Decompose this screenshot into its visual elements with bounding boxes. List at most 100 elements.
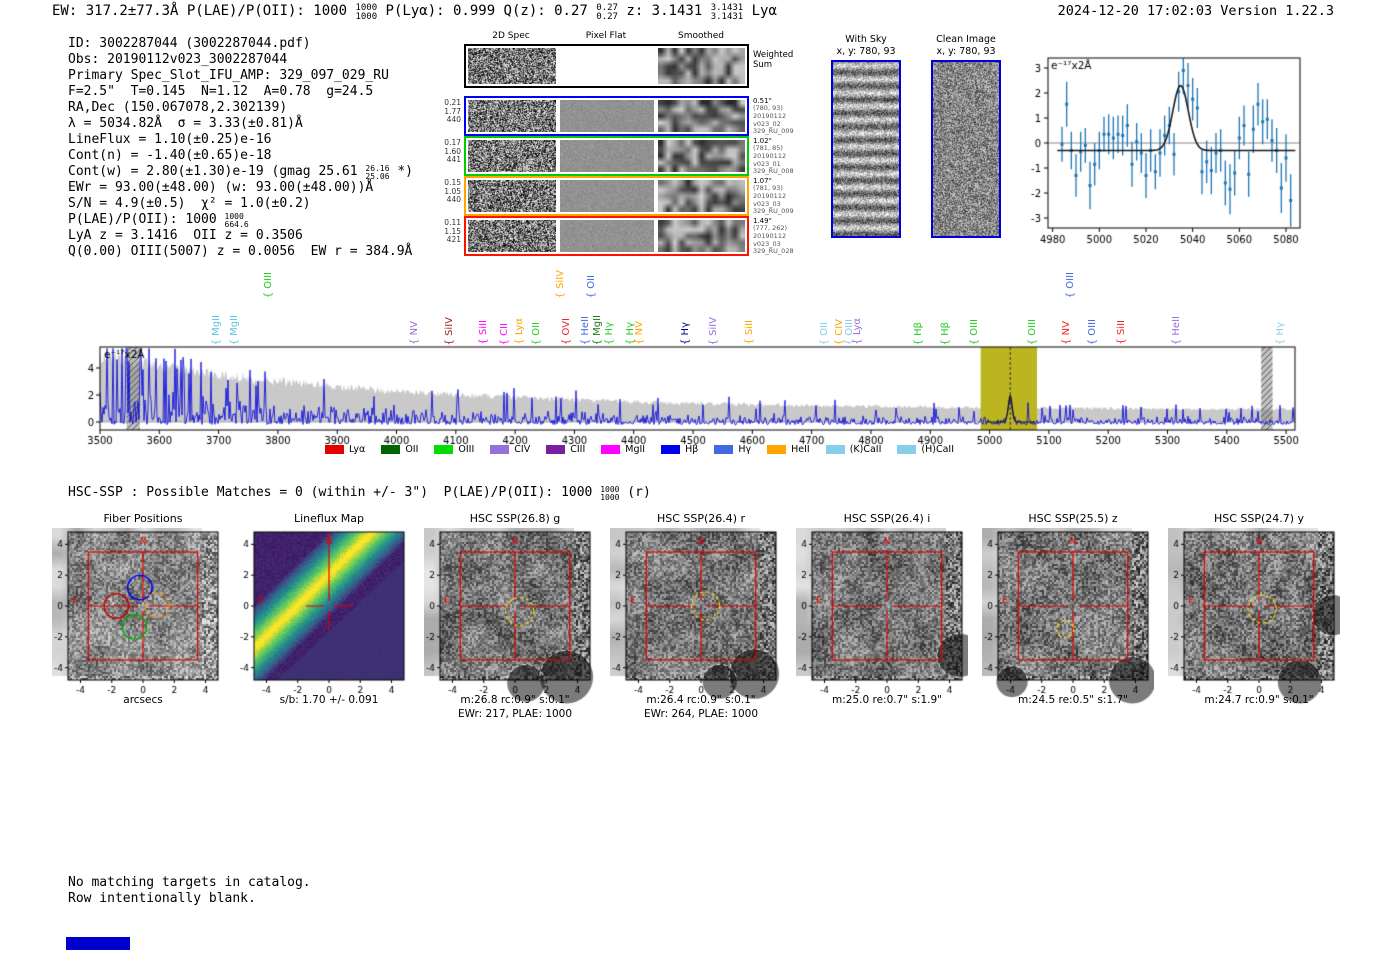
- legend-swatch: [601, 444, 621, 455]
- spec2d-left-value: 421: [446, 235, 461, 245]
- cutout-caption: m:26.8 rc:0.9" s:0.1" EWr: 217, PLAE: 100…: [418, 694, 612, 721]
- weighted-sum-label: Weighted Sum: [753, 50, 793, 70]
- stacked-fraction: 3.1431 3.1431: [710, 2, 744, 22]
- legend-item: OIII: [434, 444, 474, 455]
- info-line: S/N = 4.9(±0.5) χ² = 1.0(±0.2): [68, 196, 413, 212]
- spec2d-left-value: 0.15: [444, 178, 461, 187]
- legend-item: Hβ: [661, 444, 698, 455]
- cutout-caption-line: m:26.4 rc:0.9" s:0.1": [646, 694, 756, 706]
- emission-line-label: { SiIV: [707, 316, 719, 345]
- spec2d-noise-canvas: [468, 140, 556, 172]
- spec2d-right-value: 329_RU_009: [753, 207, 794, 216]
- spec2d-right-value: v023_03: [753, 239, 781, 248]
- footer-line-2: Row intentionally blank.: [68, 891, 256, 906]
- fraction-top: 26.16: [365, 163, 390, 173]
- text-segment: RA,Dec (150.067078,2.302139): [68, 100, 288, 115]
- spec2d-row-right-labels: 0.51" (780, 93) 20190112 v023_02 329_RU_009: [753, 97, 813, 136]
- legend-item: MgII: [601, 444, 645, 455]
- text-segment: F=2.5" T=0.145 N=1.12 A=0.78 g=24.5: [68, 84, 374, 99]
- legend-item: (K)CaII: [825, 444, 882, 455]
- weighted-sum-label-line: Weighted: [753, 50, 794, 60]
- cutout-caption-line: arcsecs: [123, 694, 163, 706]
- legend-label: CIV: [514, 444, 531, 455]
- cutout-caption-line: EWr: 264, PLAE: 1000: [643, 707, 759, 720]
- sky-panel-title: Clean Image x, y: 780, 93: [911, 34, 1021, 58]
- spec2d-right-value: 20190112: [753, 151, 787, 160]
- spec2d-right-value: 20190112: [753, 111, 787, 120]
- cutout-caption-line: s/b: 1.70 +/- 0.091: [279, 694, 379, 706]
- emission-line-label: { CII: [499, 322, 511, 345]
- spec2d-column-header: 2D Spec: [492, 31, 530, 41]
- emission-line-label: { OIII: [969, 318, 981, 345]
- legend-label: (K)CaII: [849, 444, 882, 455]
- spec2d-left-value: 1.15: [444, 226, 461, 236]
- emission-line-label: { Hβ: [913, 321, 924, 345]
- spec2d-row-right-labels: 1.07" (781, 93) 20190112 v023_03 329_RU_009: [753, 177, 813, 216]
- sky-panel-title-line: Clean Image: [936, 34, 996, 45]
- fraction-top: 3.1431: [710, 2, 744, 13]
- text-segment: Cont(w) = 2.80(±1.30)e-19 (gmag 25.61: [68, 164, 366, 179]
- spec2d-smoothed-canvas: [658, 220, 745, 252]
- text-segment: P(LAE)/P(OII): 1000: [68, 212, 225, 227]
- spec2d-row-right-labels: 1.02" (781, 85) 20190112 v023_01 329_RU_008: [753, 137, 813, 176]
- cutout-panel-title: HSC SSP(26.8) g: [469, 512, 561, 525]
- info-line: Primary Spec_Slot_IFU_AMP: 329_097_029_R…: [68, 68, 413, 84]
- legend-swatch: [325, 444, 344, 455]
- emission-line-label: { OVI: [560, 317, 572, 345]
- legend-swatch: [714, 444, 734, 455]
- legend-label: Lyα: [349, 444, 366, 455]
- spec2d-left-value: 440: [446, 195, 461, 205]
- emission-line-label: { NV: [1060, 321, 1072, 345]
- emission-line-label: { Lyα: [514, 318, 526, 345]
- text-segment: LyA z = 3.1416 OII z = 0.3506: [68, 228, 303, 243]
- emission-line-label: { SiII: [743, 320, 755, 345]
- detection-info-block: ID: 3002287044 (3002287044.pdf) Obs: 2019…: [68, 36, 413, 260]
- emission-line-label: { OII: [818, 321, 830, 345]
- spec2d-left-value: 1.60: [444, 146, 461, 156]
- spec2d-row: [464, 44, 749, 88]
- spec2d-right-value: 20190112: [753, 231, 787, 240]
- legend-label: (H)CaII: [921, 444, 955, 455]
- spec2d-row-right-labels: 1.49" (777, 262) 20190112 v023_03 329_RU_028: [753, 217, 813, 256]
- spec2d-noise-canvas: [468, 220, 556, 252]
- spec2d-smoothed-canvas: [658, 48, 745, 84]
- spec2d-right-value: v023_03: [753, 199, 781, 208]
- cutout-caption: s/b: 1.70 +/- 0.091: [232, 694, 426, 708]
- sky-panel-subtitle: x, y: 780, 93: [936, 45, 996, 57]
- emission-line-label: { NV: [408, 321, 420, 345]
- spec2d-right-value: 329_RU_009: [753, 127, 794, 136]
- cutout-caption: m:25.0 re:0.7" s:1.9": [790, 694, 984, 708]
- text-segment: EW: 317.2±77.3Å P(LAE)/P(OII): 1000: [52, 3, 356, 19]
- legend-label: HeII: [791, 444, 810, 455]
- text-segment: Primary Spec_Slot_IFU_AMP: 329_097_029_R…: [68, 68, 389, 83]
- cutout-panel-title: Fiber Positions: [103, 512, 183, 525]
- legend-label: Hγ: [738, 444, 752, 455]
- info-line: Cont(n) = -1.40(±0.65)e-18: [68, 148, 413, 164]
- cutout-panel-title: Lineflux Map: [293, 512, 365, 525]
- emission-line-label: { SiII: [478, 320, 490, 345]
- legend-swatch: [661, 444, 681, 455]
- legend-swatch: [434, 444, 454, 455]
- spec2d-right-value: (780, 93): [753, 104, 783, 113]
- text-segment: P(Lyα): 0.999 Q(z): 0.27: [377, 3, 597, 19]
- spec2d-row-left-labels: 0.15 1.05 440: [428, 178, 461, 205]
- legend-swatch: [825, 444, 845, 455]
- stacked-fraction: 1000 1000: [355, 3, 377, 22]
- cutout-caption: m:24.5 re:0.5" s:1.7": [976, 694, 1170, 708]
- info-line: Q(0.00) OIII(5007) z = 0.0056 EW r = 384…: [68, 244, 413, 260]
- emission-line-label: { MgII: [210, 314, 222, 345]
- spec2d-flat-canvas: [560, 180, 654, 212]
- info-line: ID: 3002287044 (3002287044.pdf): [68, 36, 413, 52]
- fraction-top: 1000: [224, 211, 244, 221]
- spec2d-right-value: 1.49": [753, 217, 772, 225]
- spec2d-left-value: 0.17: [444, 138, 461, 147]
- text-segment: Obs: 20190112v023_3002287044: [68, 52, 288, 67]
- spec2d-left-value: 1.77: [444, 106, 461, 116]
- text-segment: Cont(n) = -1.40(±0.65)e-18: [68, 148, 272, 163]
- fraction-bottom: 0.27: [596, 12, 618, 22]
- cutout-panel-title: HSC SSP(26.4) r: [656, 512, 746, 525]
- spec2d-row-left-labels: 0.17 1.60 441: [428, 138, 461, 165]
- spec2d-right-value: v023_01: [753, 159, 781, 168]
- cutout-canvas-2: [424, 528, 596, 710]
- legend-swatch: [546, 444, 566, 455]
